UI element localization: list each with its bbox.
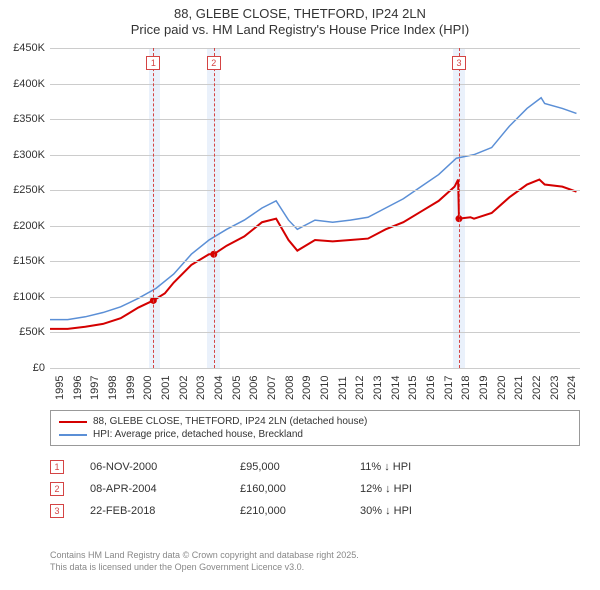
marker-date: 22-FEB-2018 (90, 505, 240, 517)
x-tick-label: 2000 (142, 376, 154, 400)
grid-line (50, 297, 580, 298)
marker-badge: 2 (207, 56, 221, 70)
title-line1: 88, GLEBE CLOSE, THETFORD, IP24 2LN (0, 6, 600, 21)
x-tick-label: 1998 (107, 376, 119, 400)
legend-label: HPI: Average price, detached house, Brec… (93, 429, 303, 440)
x-tick-label: 2009 (301, 376, 313, 400)
x-tick-label: 2011 (337, 376, 349, 400)
attribution-line2: This data is licensed under the Open Gov… (50, 562, 359, 574)
x-tick-label: 2001 (160, 376, 172, 400)
x-tick-label: 2015 (407, 376, 419, 400)
y-tick-label: £100K (0, 291, 45, 303)
attribution: Contains HM Land Registry data © Crown c… (50, 550, 359, 573)
x-tick-label: 2003 (195, 376, 207, 400)
x-tick-label: 2021 (513, 376, 525, 400)
y-tick-label: £150K (0, 255, 45, 267)
marker-date: 08-APR-2004 (90, 483, 240, 495)
marker-diff: 12% ↓ HPI (360, 483, 480, 495)
legend: 88, GLEBE CLOSE, THETFORD, IP24 2LN (det… (50, 410, 580, 446)
x-tick-label: 2010 (319, 376, 331, 400)
x-tick-label: 1995 (54, 376, 66, 400)
chart-area: 1 2 3 (50, 48, 580, 368)
marker-number: 2 (50, 482, 64, 496)
y-tick-label: £50K (0, 326, 45, 338)
x-tick-label: 2002 (178, 376, 190, 400)
marker-vline (214, 48, 215, 368)
marker-vline (459, 48, 460, 368)
grid-line (50, 226, 580, 227)
x-tick-label: 2017 (443, 376, 455, 400)
legend-label: 88, GLEBE CLOSE, THETFORD, IP24 2LN (det… (93, 416, 367, 427)
x-tick-label: 2018 (460, 376, 472, 400)
x-tick-label: 2016 (425, 376, 437, 400)
legend-swatch (59, 434, 87, 436)
y-tick-label: £450K (0, 42, 45, 54)
grid-line (50, 190, 580, 191)
x-tick-label: 2005 (231, 376, 243, 400)
grid-line (50, 261, 580, 262)
marker-number: 1 (50, 460, 64, 474)
y-tick-label: £300K (0, 149, 45, 161)
marker-row: 1 06-NOV-2000£95,00011% ↓ HPI (50, 456, 580, 478)
marker-number: 3 (50, 504, 64, 518)
attribution-line1: Contains HM Land Registry data © Crown c… (50, 550, 359, 562)
x-tick-label: 2014 (390, 376, 402, 400)
marker-price: £95,000 (240, 461, 360, 473)
marker-table: 1 06-NOV-2000£95,00011% ↓ HPI 2 08-APR-2004… (50, 456, 580, 522)
grid-line (50, 332, 580, 333)
x-tick-label: 2019 (478, 376, 490, 400)
chart-svg (50, 48, 580, 368)
marker-badge: 1 (146, 56, 160, 70)
grid-line (50, 84, 580, 85)
marker-price: £160,000 (240, 483, 360, 495)
x-tick-label: 2006 (248, 376, 260, 400)
series-line (50, 180, 576, 329)
grid-line (50, 48, 580, 49)
marker-row: 2 08-APR-2004£160,00012% ↓ HPI (50, 478, 580, 500)
y-tick-label: £400K (0, 78, 45, 90)
x-tick-label: 2023 (549, 376, 561, 400)
y-tick-label: £250K (0, 184, 45, 196)
title-block: 88, GLEBE CLOSE, THETFORD, IP24 2LN Pric… (0, 0, 600, 39)
x-tick-label: 1999 (125, 376, 137, 400)
x-tick-label: 2020 (496, 376, 508, 400)
y-tick-label: £200K (0, 220, 45, 232)
x-tick-label: 2022 (531, 376, 543, 400)
x-tick-label: 2004 (213, 376, 225, 400)
marker-row: 3 22-FEB-2018£210,00030% ↓ HPI (50, 500, 580, 522)
x-tick-label: 2012 (354, 376, 366, 400)
x-tick-label: 1997 (89, 376, 101, 400)
marker-badge: 3 (452, 56, 466, 70)
x-tick-label: 2013 (372, 376, 384, 400)
y-tick-label: £350K (0, 113, 45, 125)
marker-date: 06-NOV-2000 (90, 461, 240, 473)
x-tick-label: 2007 (266, 376, 278, 400)
legend-swatch (59, 421, 87, 423)
chart-container: 88, GLEBE CLOSE, THETFORD, IP24 2LN Pric… (0, 0, 600, 590)
grid-line (50, 119, 580, 120)
marker-price: £210,000 (240, 505, 360, 517)
y-tick-label: £0 (0, 362, 45, 374)
title-line2: Price paid vs. HM Land Registry's House … (0, 22, 600, 37)
marker-vline (153, 48, 154, 368)
x-tick-label: 2008 (284, 376, 296, 400)
grid-line (50, 155, 580, 156)
x-tick-label: 2024 (566, 376, 578, 400)
marker-diff: 30% ↓ HPI (360, 505, 480, 517)
grid-line (50, 368, 580, 369)
x-tick-label: 1996 (72, 376, 84, 400)
marker-diff: 11% ↓ HPI (360, 461, 480, 473)
legend-row: 88, GLEBE CLOSE, THETFORD, IP24 2LN (det… (59, 415, 571, 428)
legend-row: HPI: Average price, detached house, Brec… (59, 428, 571, 441)
